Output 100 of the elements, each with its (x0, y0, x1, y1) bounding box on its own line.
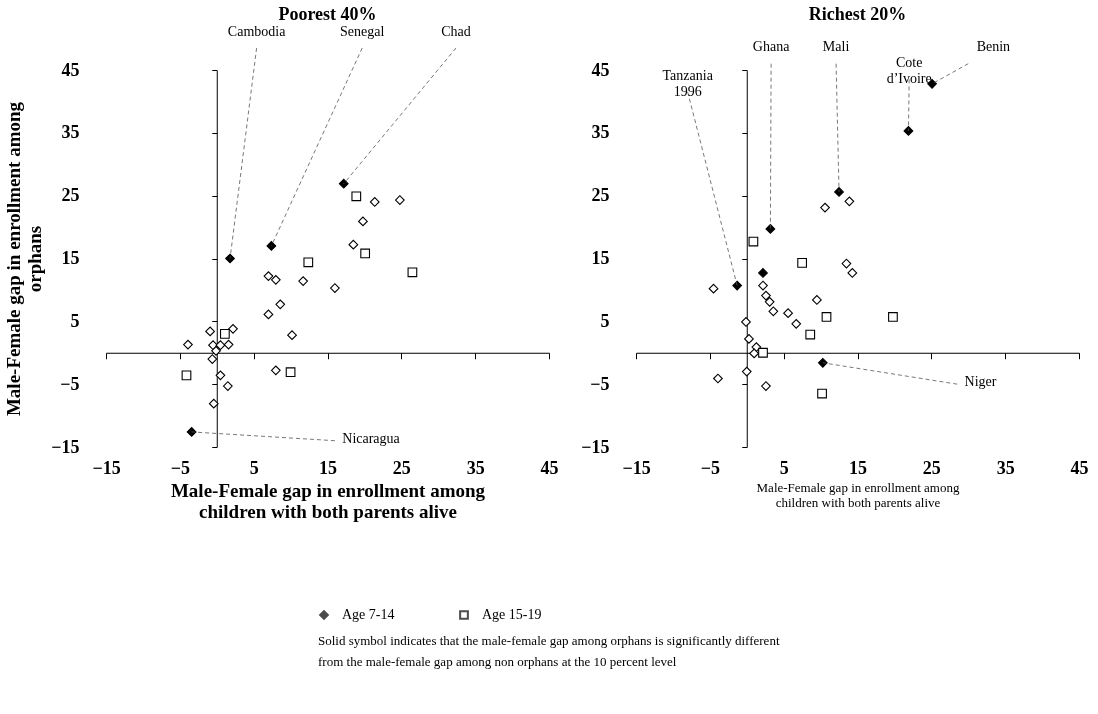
point (903, 126, 914, 136)
x-tick-label: 35 (996, 457, 1015, 478)
point (287, 330, 297, 341)
point (275, 299, 286, 310)
annotation: Ghana (752, 39, 791, 55)
x-tick-label: 35 (466, 457, 485, 478)
annotation: Niger (964, 374, 997, 390)
point (768, 306, 779, 317)
point (761, 381, 771, 391)
y-tick-label: 35 (591, 122, 610, 143)
legend-label: Age 7-14 (342, 607, 395, 622)
annotation: Benin (976, 39, 1011, 55)
x-tick-label: −5 (170, 457, 190, 478)
annotation: Senegal (340, 23, 385, 39)
annotation: Cambodia (227, 23, 287, 39)
annotation: Cote d’Ivoire (886, 55, 932, 86)
point (713, 373, 723, 384)
point (215, 370, 226, 381)
point (805, 329, 816, 340)
point (844, 196, 855, 207)
point (708, 283, 719, 294)
point (358, 216, 368, 227)
point (817, 388, 827, 399)
legend-label: Age 15-19 (482, 607, 542, 622)
point (407, 267, 418, 278)
point (270, 365, 281, 376)
point (348, 239, 359, 250)
annotation: Tanzania 1996 (662, 67, 714, 99)
point (225, 253, 235, 264)
point (758, 280, 768, 291)
point (741, 317, 751, 327)
x-tick-label: 15 (319, 457, 337, 478)
y-tick-label: 25 (61, 185, 80, 206)
y-tick-label: 15 (591, 248, 610, 268)
point (208, 398, 219, 409)
point (888, 312, 898, 322)
x-tick-label: −15 (622, 457, 651, 478)
point (219, 329, 230, 339)
point (797, 258, 808, 268)
point (351, 191, 362, 202)
point (758, 347, 768, 358)
annotation: Mali (822, 39, 850, 55)
y-tick-label: −15 (581, 436, 610, 457)
y-tick-label: 5 (70, 310, 80, 331)
chart-title: Poorest 40% (278, 4, 377, 25)
x-tick-label: −5 (700, 457, 720, 478)
point (741, 366, 752, 377)
point (820, 202, 830, 213)
point (783, 308, 793, 319)
point (748, 236, 759, 247)
point (207, 354, 218, 364)
point (285, 367, 296, 378)
point (270, 274, 281, 285)
y-tick-label: −5 (60, 373, 80, 394)
point (761, 290, 771, 301)
y-tick-label: −5 (590, 373, 610, 394)
point (330, 283, 340, 293)
chart-title: Richest 20% (808, 4, 907, 25)
x-tick-label: 5 (779, 457, 789, 478)
y-tick-label: 45 (591, 59, 610, 80)
annotation: Nicaragua (342, 430, 401, 446)
point (791, 318, 802, 329)
annotation: Chad (441, 23, 471, 39)
point (211, 345, 221, 356)
x-axis-title: Male-Female gap in enrollment among children with both parents alive (170, 479, 486, 522)
point (338, 178, 349, 189)
text: Solid symbol indicates that the male-female gap among orphans is significantly different from the male-female gap among non orphans at the 10 percent level (318, 633, 780, 669)
point (369, 197, 380, 207)
point (222, 381, 233, 391)
point (298, 276, 309, 286)
x-tick-label: 45 (1070, 457, 1089, 478)
point (228, 323, 238, 334)
point (183, 339, 193, 350)
point (215, 340, 226, 351)
point (223, 339, 234, 350)
point (394, 195, 405, 205)
x-tick-label: 25 (922, 457, 941, 478)
point (758, 268, 768, 278)
y-tick-label: 35 (61, 122, 80, 143)
point (821, 312, 832, 322)
point (360, 248, 371, 259)
x-tick-label: −15 (92, 457, 121, 478)
y-tick-label: 45 (61, 59, 80, 80)
point (303, 257, 314, 268)
x-tick-label: 45 (540, 457, 559, 478)
point (263, 271, 274, 281)
point (764, 296, 775, 307)
point (834, 187, 844, 197)
x-tick-label: 5 (249, 457, 259, 478)
point (744, 334, 754, 344)
point (205, 326, 215, 337)
x-tick-label: 25 (392, 457, 411, 478)
y-tick-label: 5 (600, 310, 610, 331)
x-axis-title: Male-Female gap in enrollment among children with both parents alive (756, 479, 960, 510)
y-tick-label: −15 (51, 436, 80, 457)
x-tick-label: 15 (849, 457, 867, 478)
y-axis-title: Male-Female gap in enrollment among orphans (3, 101, 46, 417)
y-tick-label: 15 (61, 248, 80, 268)
point (812, 295, 822, 305)
point (263, 309, 274, 320)
